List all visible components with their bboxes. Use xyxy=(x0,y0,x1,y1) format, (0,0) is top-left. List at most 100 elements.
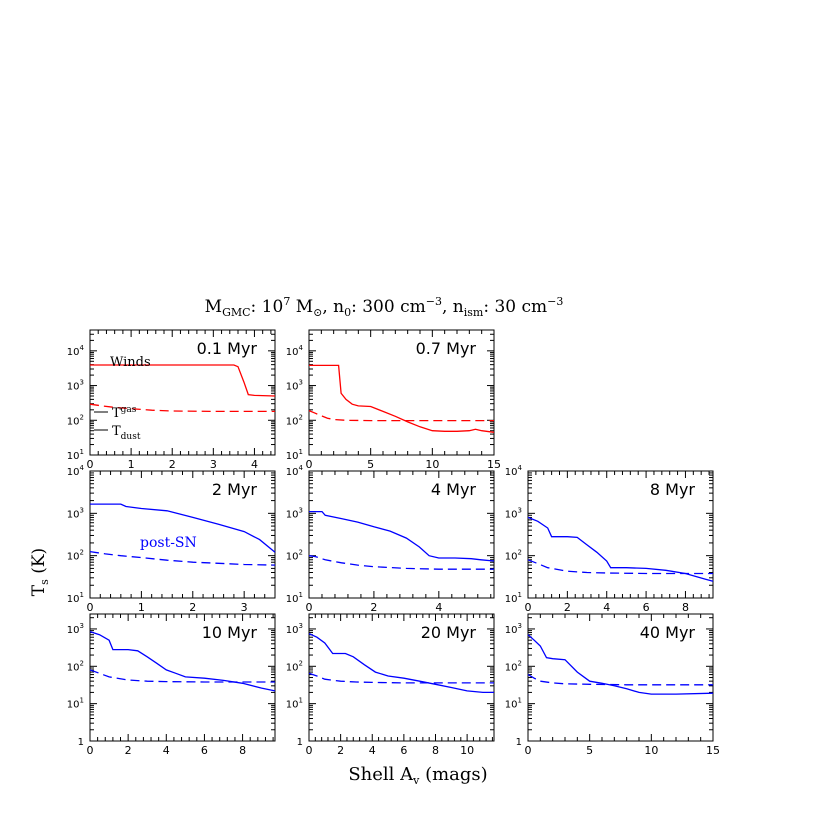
panel-frame xyxy=(89,329,276,456)
panel-frame xyxy=(527,470,714,599)
y-tick-label: 101 xyxy=(505,697,522,711)
y-tick-label: 103 xyxy=(286,506,303,520)
x-tick-label: 15 xyxy=(487,458,501,471)
x-tick-label: 10 xyxy=(460,744,474,757)
y-tick-label: 103 xyxy=(67,622,84,636)
y-tick-label: 104 xyxy=(286,464,304,478)
x-tick-label: 2 xyxy=(189,601,196,614)
y-tick-label: 103 xyxy=(286,379,303,393)
y-tick-label: 104 xyxy=(67,464,85,478)
y-tick-label: 102 xyxy=(286,413,303,427)
legend-label: Tgas xyxy=(112,405,137,421)
series-solid xyxy=(527,634,714,695)
y-tick-label: 101 xyxy=(286,697,303,711)
x-tick-label: 4 xyxy=(435,601,442,614)
y-tick-label: 103 xyxy=(505,506,522,520)
panel-0: 0 1 2 3 4 101 102 103 104 0.1 Myr Winds Tgas Tdust xyxy=(67,329,276,471)
y-tick-label: 103 xyxy=(67,506,84,520)
y-tick-label: 101 xyxy=(67,697,84,711)
x-tick-label: 4 xyxy=(369,744,376,757)
x-tick-label: 4 xyxy=(251,458,258,471)
x-tick-label: 8 xyxy=(682,601,689,614)
series-solid xyxy=(309,510,495,562)
y-tick-label: 101 xyxy=(67,448,84,462)
panel-label: 0.7 Myr xyxy=(416,339,477,358)
panel-2: 0 1 2 3 101 102 103 104 2 Myr post-SN xyxy=(67,464,276,614)
panel-label: 0.1 Myr xyxy=(197,339,258,358)
series-dashed xyxy=(89,403,275,413)
x-tick-label: 0 xyxy=(306,744,313,757)
x-axis-label: Shell Av (mags) xyxy=(348,764,487,787)
x-tick-label: 2 xyxy=(169,458,176,471)
panel-3: 0 2 4 101 102 103 104 4 Myr xyxy=(286,464,495,614)
panel-7: 0 5 10 15 1 101 102 103 40 Myr xyxy=(505,613,720,757)
panel-1: 0 5 10 15 101 102 103 104 0.7 Myr xyxy=(286,329,501,471)
y-tick-label: 102 xyxy=(286,549,303,563)
x-tick-label: 5 xyxy=(586,744,593,757)
y-tick-label: 101 xyxy=(67,591,84,605)
x-tick-label: 15 xyxy=(706,744,720,757)
x-tick-label: 0 xyxy=(306,601,313,614)
x-tick-label: 2 xyxy=(370,601,377,614)
x-tick-label: 0 xyxy=(87,744,94,757)
x-tick-label: 0 xyxy=(525,744,532,757)
y-tick-label: 1 xyxy=(78,737,84,748)
x-tick-label: 8 xyxy=(432,744,439,757)
panel-label: 40 Myr xyxy=(640,623,696,642)
x-tick-label: 6 xyxy=(643,601,650,614)
y-tick-label: 102 xyxy=(67,413,84,427)
x-tick-label: 1 xyxy=(138,601,145,614)
y-tick-label: 103 xyxy=(67,379,84,393)
y-axis-label: Ts (K) xyxy=(29,548,51,596)
y-tick-label: 104 xyxy=(505,464,523,478)
panel-label: 4 Myr xyxy=(431,480,477,499)
y-tick-label: 102 xyxy=(67,659,84,673)
x-tick-label: 6 xyxy=(201,744,208,757)
series-solid xyxy=(527,516,714,582)
x-tick-label: 6 xyxy=(400,744,407,757)
y-tick-label: 102 xyxy=(286,659,303,673)
x-tick-label: 10 xyxy=(425,458,439,471)
y-tick-label: 101 xyxy=(286,448,303,462)
y-tick-label: 102 xyxy=(505,549,522,563)
panel-4: 0 2 4 6 8 101 102 103 104 8 Myr xyxy=(505,464,714,614)
panel-label: 20 Myr xyxy=(421,623,477,642)
panel-label: 2 Myr xyxy=(212,480,258,499)
x-tick-label: 2 xyxy=(564,601,571,614)
x-tick-label: 4 xyxy=(603,601,610,614)
series-solid xyxy=(90,503,276,553)
series-solid xyxy=(308,633,494,694)
panel-frame xyxy=(308,470,495,599)
x-tick-label: 1 xyxy=(128,458,135,471)
annotation: post-SN xyxy=(140,535,197,551)
series-dashed xyxy=(89,669,275,683)
x-tick-label: 2 xyxy=(125,744,132,757)
y-tick-label: 103 xyxy=(505,622,522,636)
series-dashed xyxy=(527,559,713,575)
panel-label: 10 Myr xyxy=(202,623,258,642)
legend-label: Tdust xyxy=(112,424,141,442)
y-tick-label: 1 xyxy=(297,737,303,748)
annotation: Winds xyxy=(110,355,151,370)
series-dashed xyxy=(308,555,494,570)
series-dashed xyxy=(527,674,713,686)
series-dashed xyxy=(308,410,494,422)
series-dashed xyxy=(89,550,276,566)
y-tick-label: 101 xyxy=(286,591,303,605)
x-tick-label: 0 xyxy=(306,458,313,471)
panel-frame xyxy=(308,329,495,456)
y-tick-label: 102 xyxy=(505,659,522,673)
x-tick-label: 4 xyxy=(163,744,170,757)
y-tick-label: 104 xyxy=(67,344,85,358)
series-solid xyxy=(90,364,276,397)
x-tick-label: 0 xyxy=(87,458,94,471)
y-tick-label: 1 xyxy=(516,737,522,748)
y-tick-label: 101 xyxy=(505,591,522,605)
panel-label: 8 Myr xyxy=(650,480,696,499)
panel-5: 0 2 4 6 8 1 101 102 103 10 Myr xyxy=(67,613,276,757)
x-tick-label: 2 xyxy=(337,744,344,757)
x-tick-label: 3 xyxy=(241,601,248,614)
